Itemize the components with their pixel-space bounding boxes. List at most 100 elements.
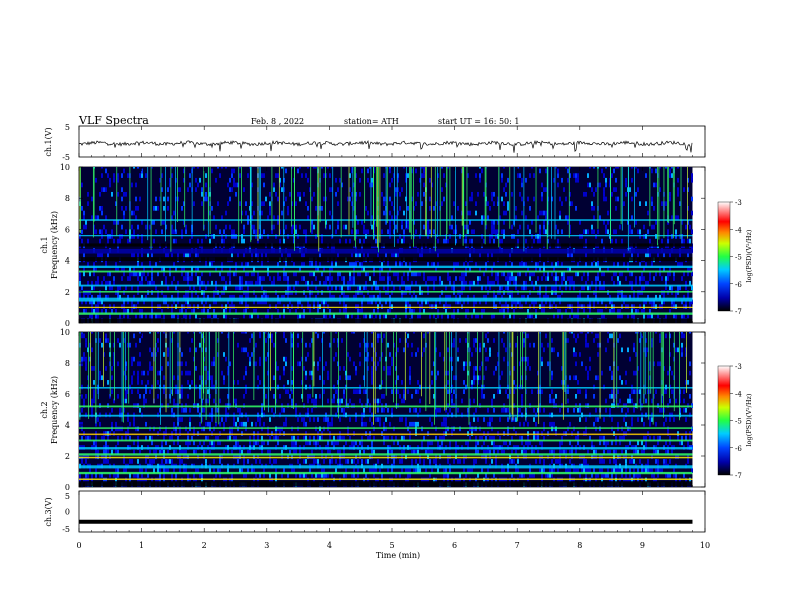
spectrogram-cell: [511, 299, 513, 305]
spectrogram-cell: [415, 407, 417, 413]
spectrogram-cell: [235, 440, 237, 446]
spectrogram-cell: [133, 266, 135, 272]
spectrogram-cell: [531, 449, 533, 455]
spectrogram-cell: [233, 168, 235, 174]
spectrogram-cell: [223, 308, 225, 314]
spectrogram-cell: [567, 398, 569, 404]
spectrogram-cell: [101, 229, 103, 235]
spectrogram-cell: [527, 294, 529, 300]
spectrogram-cell: [163, 375, 165, 381]
spectrogram-cell: [229, 224, 231, 230]
spectrogram-cell: [479, 167, 481, 169]
spectrogram-cell: [259, 280, 261, 286]
spectrogram-cell: [403, 234, 405, 239]
spectrogram-cell: [151, 167, 153, 169]
spectrogram-cell: [541, 473, 543, 478]
spectrogram-cell: [615, 271, 617, 277]
spectrogram-cell: [503, 187, 505, 192]
spectrogram-cell: [369, 407, 371, 413]
spectrogram-cell: [569, 252, 571, 258]
spectrogram-cell: [343, 389, 345, 394]
spectrogram-cell: [553, 449, 555, 455]
spectrogram-cell: [195, 366, 197, 371]
spectrogram-cell: [175, 196, 177, 202]
spectrogram-cell: [627, 304, 629, 309]
spectrogram-cell: [583, 285, 585, 291]
spectrogram-cell: [199, 177, 201, 183]
spectrogram-cell: [463, 299, 465, 305]
spectrogram-cell: [477, 440, 479, 446]
spectrogram-cell: [587, 370, 589, 376]
spectrogram-cell: [263, 389, 265, 394]
spectrogram-cell: [427, 262, 429, 267]
spectrogram-cell: [567, 177, 569, 183]
spectrogram-cell: [235, 182, 237, 188]
spectrogram-cell: [603, 173, 605, 178]
spectrogram-cell: [525, 177, 527, 183]
spectrogram-cell: [605, 224, 607, 230]
spectrogram-cell: [441, 421, 443, 427]
spectrogram-cell: [461, 280, 463, 286]
spectrogram-cell: [339, 299, 341, 305]
spectrogram-cell: [89, 299, 91, 305]
spectrogram-cell: [373, 168, 375, 174]
spectrogram-cell: [335, 459, 337, 464]
spectrogram-cell: [179, 417, 181, 422]
spectrogram-cell: [603, 473, 605, 478]
spectrogram-cell: [173, 262, 175, 267]
spectrogram-cell: [385, 313, 387, 319]
spectrogram-cell: [547, 271, 549, 277]
spectrogram-cell: [687, 187, 689, 192]
spectrogram-cell: [599, 285, 601, 291]
spectrogram-cell: [201, 477, 203, 483]
spectrogram-cell: [123, 210, 125, 216]
spectrogram-cell: [325, 299, 327, 305]
spectrogram-cell: [567, 266, 569, 272]
spectrogram-cell: [335, 352, 337, 357]
spectrogram-cell: [327, 417, 329, 422]
spectrogram-cell: [471, 191, 473, 197]
spectrogram-cell: [627, 266, 629, 272]
spectrogram-cell: [529, 276, 531, 281]
spectrogram-cell: [671, 234, 673, 239]
spectrogram-cell: [249, 361, 251, 367]
spectrogram-cell: [185, 271, 187, 277]
spectrogram-cell: [309, 294, 311, 300]
spectrogram-cell: [505, 299, 507, 305]
spectrogram-cell: [431, 421, 433, 427]
spectrogram-cell: [361, 304, 363, 309]
spectrogram-cell: [441, 440, 443, 446]
spectrogram-cell: [393, 271, 395, 277]
spectrogram-cell: [247, 468, 249, 474]
spectrogram-cell: [139, 468, 141, 474]
spectrogram-cell: [443, 473, 445, 478]
spectrogram-cell: [659, 167, 661, 169]
spectrogram-cell: [291, 338, 293, 343]
spectrogram-cell: [617, 308, 619, 314]
spectrogram-cell: [389, 182, 391, 188]
spectrogram-cell: [371, 177, 373, 183]
spectrogram-cell: [171, 338, 173, 343]
spectrogram-cell: [621, 271, 623, 277]
spectrogram-cell: [505, 389, 507, 394]
spectrogram-cell: [377, 215, 379, 221]
spectrogram-cell: [569, 201, 571, 206]
spectrogram-cell: [541, 191, 543, 197]
spectrogram-cell: [305, 229, 307, 235]
spectrogram-cell: [553, 285, 555, 291]
spectrogram-cell: [447, 304, 449, 309]
spectrogram-cell: [635, 167, 637, 169]
spectrogram-cell: [501, 229, 503, 235]
spectrogram-cell: [497, 271, 499, 277]
spectrogram-cell: [345, 398, 347, 404]
spectrogram-cell: [469, 266, 471, 272]
spectrogram-cell: [625, 191, 627, 197]
spectrogram-cell: [259, 299, 261, 305]
spectrogram-cell: [467, 229, 469, 235]
spectrogram-cell: [339, 308, 341, 314]
spectrogram-cell: [615, 459, 617, 464]
spectrogram-cell: [553, 421, 555, 427]
spectrogram-cell: [499, 285, 501, 291]
spectrogram-cell: [181, 266, 183, 272]
spectrogram-cell: [469, 252, 471, 258]
